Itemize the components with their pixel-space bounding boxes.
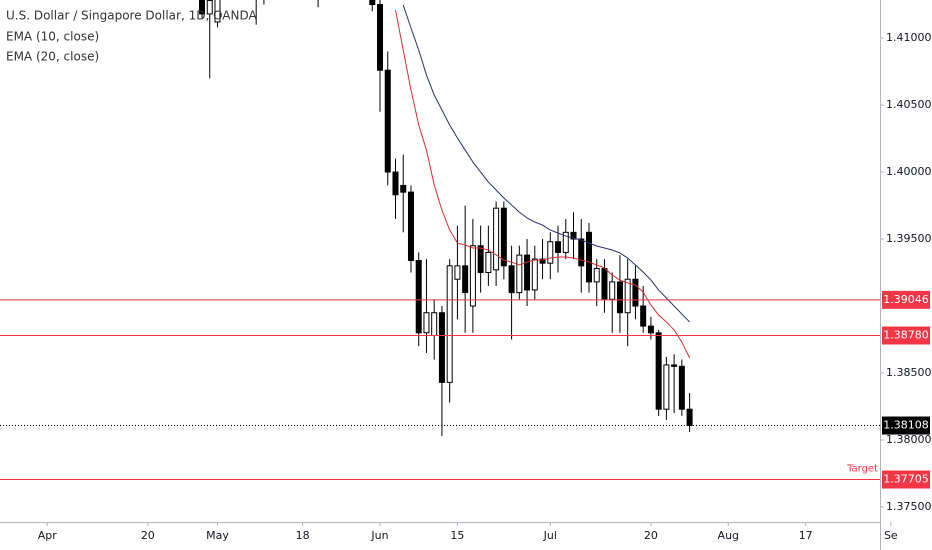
candle-body [206,0,213,15]
y-tick-label: 1.40500 [886,98,932,111]
candle-body [446,265,453,383]
x-tick-label: Jul [543,529,557,542]
y-tick-label: 1.39500 [886,232,932,245]
candle-body [531,258,538,291]
candle-body [647,325,654,334]
level-label: 1.37705 [883,473,929,486]
candle-body [508,265,515,294]
level-label: 1.38780 [883,328,929,341]
candle-body [500,207,507,267]
candle-body [609,281,616,300]
level-label-box [882,290,930,309]
level-label: 1.39046 [883,293,929,306]
x-tick-label: 17 [799,529,813,542]
candle-body [539,258,546,264]
candle-body [438,312,445,383]
candle-body [400,184,407,193]
candle-body [655,332,662,410]
level-label-box [882,326,930,345]
x-tick-label: 18 [296,529,310,542]
candle-body [384,69,391,173]
y-tick-label: 1.38000 [886,433,932,446]
y-tick-label: 1.37500 [886,500,932,513]
candle-body [516,254,523,294]
candle-body [485,251,492,274]
x-tick-label: Jun [370,529,388,542]
candle-body [462,265,469,294]
y-tick-label: 1.41000 [886,31,932,44]
candle-body [423,312,430,334]
candle-body [392,171,399,196]
plot-area [0,0,880,481]
candle-body [377,4,384,71]
candle-body [593,268,600,283]
candle-body [624,278,631,314]
candle-body [454,265,461,280]
candle-body [555,241,562,253]
legend-entry: EMA (10, close) [6,30,99,44]
candle-body [415,259,422,334]
candle-body [214,0,221,23]
legend-entry: EMA (20, close) [6,50,99,64]
last-price-label: 1.38108 [883,419,929,432]
candle-body [671,364,678,367]
candle-body [585,231,592,283]
candle-body [477,245,484,274]
x-tick-label: 15 [450,529,464,542]
ema-line [395,9,691,359]
y-tick-label: 1.40000 [886,165,932,178]
x-tick-label: Se [884,529,898,542]
y-tick-label: 1.38500 [886,366,932,379]
candle-body [407,191,414,261]
candle-body [469,245,476,307]
x-tick-label: Aug [718,529,739,542]
candle-body [199,0,206,15]
x-tick-label: Apr [38,529,58,542]
x-tick-label: 20 [644,529,658,542]
x-tick-label: May [206,529,229,542]
level-label-box [882,470,930,489]
candle-body [547,241,554,264]
candle-body [640,305,647,327]
candle-body [570,231,577,240]
candle-body [493,207,500,271]
ema-line [402,4,690,323]
candle-body [663,364,670,410]
candle-body [632,278,639,307]
candle-body [616,281,623,314]
x-tick-label: 20 [141,529,155,542]
candle-body [431,312,438,336]
level-annotation: Target [846,464,878,475]
candle-body [578,238,585,267]
candle-body [562,231,569,253]
candle-body [601,268,608,300]
candle-body [524,254,531,291]
last-price-box [882,416,930,435]
candle-body [678,365,685,410]
axes: 1.41000 1.40500 1.40000 1.39500 1.38500 1.380… [38,31,932,542]
chart-title: U.S. Dollar / Singapore Dollar, 1D, OAND… [6,9,258,23]
candle-body [369,0,376,6]
candle-body [686,408,693,427]
